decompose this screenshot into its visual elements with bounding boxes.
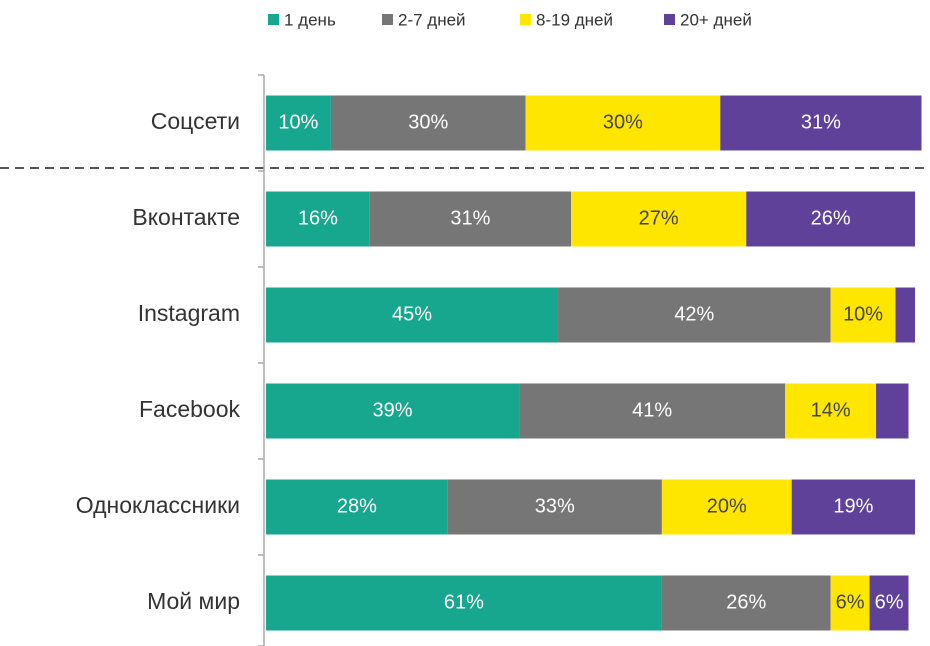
legend-swatch	[268, 14, 279, 25]
bar-segment	[447, 479, 662, 535]
category-label: Мой мир	[147, 588, 240, 614]
data-label: 6%	[875, 591, 904, 613]
bar-segment	[266, 383, 520, 439]
data-label: 10%	[278, 111, 318, 133]
data-label: 28%	[337, 495, 377, 517]
bar-segment	[519, 383, 786, 439]
data-label: 30%	[603, 111, 643, 133]
legend-swatch	[382, 14, 393, 25]
bar-segment	[558, 287, 831, 343]
data-label: 41%	[632, 399, 672, 421]
data-label: 31%	[801, 111, 841, 133]
bar-segment	[571, 191, 747, 247]
bar-segment	[266, 287, 559, 343]
bar-segment	[746, 191, 915, 247]
category-label: Instagram	[138, 300, 240, 326]
data-label: 27%	[639, 207, 679, 229]
bar-segment	[266, 575, 662, 631]
bar-segment	[266, 191, 370, 247]
bar-segment	[266, 95, 331, 151]
legend-swatch	[664, 14, 675, 25]
bar-segment	[369, 191, 572, 247]
bar-segment	[785, 383, 877, 439]
bar-segment	[876, 383, 909, 439]
bar-segment	[266, 479, 448, 535]
legend-label: 8-19 дней	[536, 10, 613, 29]
category-label: Вконтакте	[132, 204, 240, 230]
bar-segment	[830, 575, 870, 631]
legend-label: 1 день	[284, 10, 336, 29]
bar-segment	[661, 575, 831, 631]
legend-label: 2-7 дней	[398, 10, 466, 29]
data-label: 61%	[444, 591, 484, 613]
data-label: 16%	[298, 207, 338, 229]
legend-label: 20+ дней	[680, 10, 752, 29]
legend-swatch	[520, 14, 531, 25]
category-label: Facebook	[139, 396, 241, 422]
bar-segment	[330, 95, 526, 151]
data-label: 14%	[811, 399, 851, 421]
data-label: 26%	[811, 207, 851, 229]
data-label: 6%	[836, 591, 865, 613]
category-label: Соцсети	[151, 108, 240, 134]
data-label: 39%	[373, 399, 413, 421]
data-label: 10%	[843, 303, 883, 325]
data-label: 42%	[674, 303, 714, 325]
bar-segment	[720, 95, 922, 151]
bar-segment	[895, 287, 915, 343]
data-label: 30%	[408, 111, 448, 133]
bar-segment	[830, 287, 896, 343]
bar-segment	[661, 479, 792, 535]
bar-segment	[791, 479, 915, 535]
category-label: Одноклассники	[76, 492, 240, 518]
data-label: 33%	[535, 495, 575, 517]
bar-segment	[869, 575, 909, 631]
data-label: 26%	[726, 591, 766, 613]
data-label: 19%	[833, 495, 873, 517]
data-label: 31%	[450, 207, 490, 229]
bar-segment	[525, 95, 721, 151]
data-label: 20%	[707, 495, 747, 517]
data-label: 45%	[392, 303, 432, 325]
